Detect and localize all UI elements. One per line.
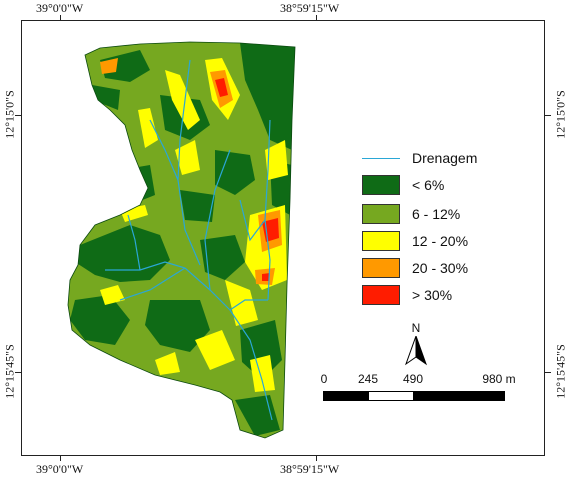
tick-right-upper	[545, 115, 551, 116]
legend-drainage-label: Drenagem	[412, 150, 478, 166]
tick-left-upper	[15, 115, 21, 116]
tick-right-lower	[545, 372, 551, 373]
watershed-boundary	[67, 41, 296, 439]
legend-class-4: > 30%	[362, 285, 452, 305]
legend-label-2: 12 - 20%	[412, 233, 469, 249]
north-arrow-label: N	[411, 321, 421, 335]
scale-label-1: 245	[357, 372, 379, 386]
tick-left-lower	[15, 372, 21, 373]
slope-classes	[68, 42, 295, 438]
slope-gt30-patches	[215, 78, 279, 281]
legend-label-3: 20 - 30%	[412, 260, 469, 276]
slope-lt6-patches	[70, 43, 295, 436]
coord-bottom-right: 38°59'15"W	[280, 462, 340, 476]
north-arrow: N	[404, 321, 428, 367]
legend-swatch-1	[362, 204, 400, 224]
coord-top-right: 38°59'15"W	[280, 1, 340, 15]
legend-label-4: > 30%	[412, 287, 453, 303]
tick-bottom-right	[316, 455, 317, 461]
legend-class-3: 20 - 30%	[362, 258, 468, 278]
scale-label-2: 490	[402, 372, 424, 386]
scale-bar: 0 245 490 980 m	[318, 372, 518, 408]
legend-class-0: < 6%	[362, 175, 444, 195]
legend-swatch-4	[362, 285, 400, 305]
legend-swatch-2	[362, 231, 400, 251]
tick-top-left	[60, 15, 61, 21]
tick-top-right	[316, 15, 317, 21]
north-arrow-icon	[405, 336, 427, 366]
legend-drainage: Drenagem	[362, 150, 477, 166]
legend-class-2: 12 - 20%	[362, 231, 468, 251]
drainage-network	[105, 59, 273, 421]
scale-label-3: 980 m	[482, 372, 516, 386]
coord-top-left: 39°0'0"W	[36, 1, 84, 15]
legend-class-1: 6 - 12%	[362, 204, 460, 224]
scale-segment-2	[368, 391, 414, 401]
legend-drainage-line	[362, 157, 400, 159]
tick-bottom-left	[60, 455, 61, 461]
legend-swatch-3	[362, 258, 400, 278]
legend-swatch-0	[362, 175, 400, 195]
legend-label-1: 6 - 12%	[412, 206, 461, 222]
legend-label-0: < 6%	[412, 177, 445, 193]
scale-segment-3	[413, 391, 505, 401]
coord-bottom-left: 39°0'0"W	[36, 462, 84, 476]
scale-label-0: 0	[320, 372, 328, 386]
scale-segment-1	[323, 391, 369, 401]
